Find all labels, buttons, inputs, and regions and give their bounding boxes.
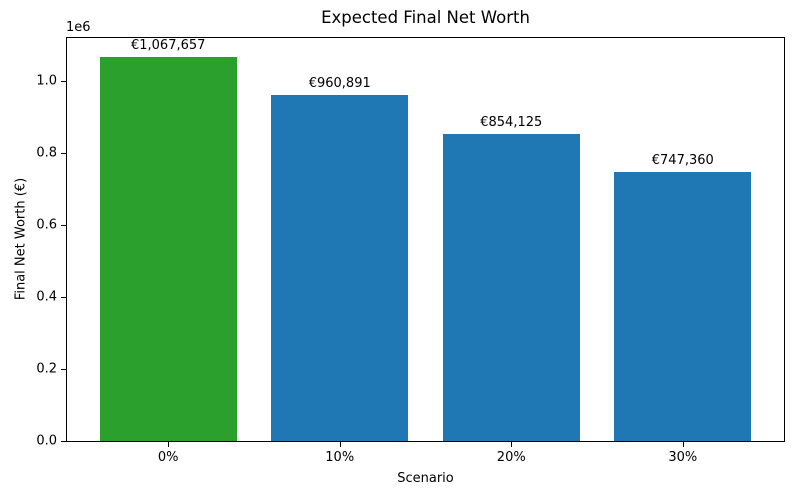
y-axis-offset-text: 1e6	[66, 20, 91, 35]
y-axis-label: Final Net Worth (€)	[13, 177, 29, 301]
x-tick-mark	[511, 442, 513, 447]
y-tick-label: 1.0	[36, 73, 57, 89]
bar	[99, 56, 237, 441]
x-tick-label: 20%	[496, 450, 526, 465]
bar-value-label: €747,360	[651, 153, 714, 169]
x-tick-label: 30%	[668, 450, 698, 465]
y-tick-mark	[61, 369, 66, 371]
y-tick-label: 0.0	[36, 433, 57, 449]
y-tick-mark	[61, 153, 66, 155]
y-tick-label: 0.4	[36, 289, 57, 305]
bar	[614, 172, 752, 441]
bar	[271, 95, 409, 441]
y-tick-label: 0.6	[36, 217, 57, 233]
y-tick-mark	[61, 441, 66, 442]
x-tick-mark	[168, 442, 170, 447]
x-tick-label: 10%	[325, 450, 355, 465]
y-tick-label: 0.8	[36, 145, 57, 161]
x-tick-mark	[339, 442, 341, 447]
y-tick-mark	[61, 81, 66, 83]
x-tick-mark	[682, 442, 684, 447]
plot-area: €1,067,657 €960,891 €854,125 €747,360	[66, 37, 785, 442]
chart-title: Expected Final Net Worth	[321, 8, 530, 27]
y-tick-mark	[61, 297, 66, 299]
bar-value-label: €1,067,657	[130, 37, 206, 53]
bar-value-label: €854,125	[480, 114, 543, 130]
bar-value-label: €960,891	[308, 76, 371, 92]
bar	[442, 133, 580, 441]
y-tick-label: 0.2	[36, 361, 57, 377]
x-tick-label: 0%	[157, 450, 179, 465]
y-tick-mark	[61, 225, 66, 227]
x-axis-label: Scenario	[397, 471, 454, 486]
